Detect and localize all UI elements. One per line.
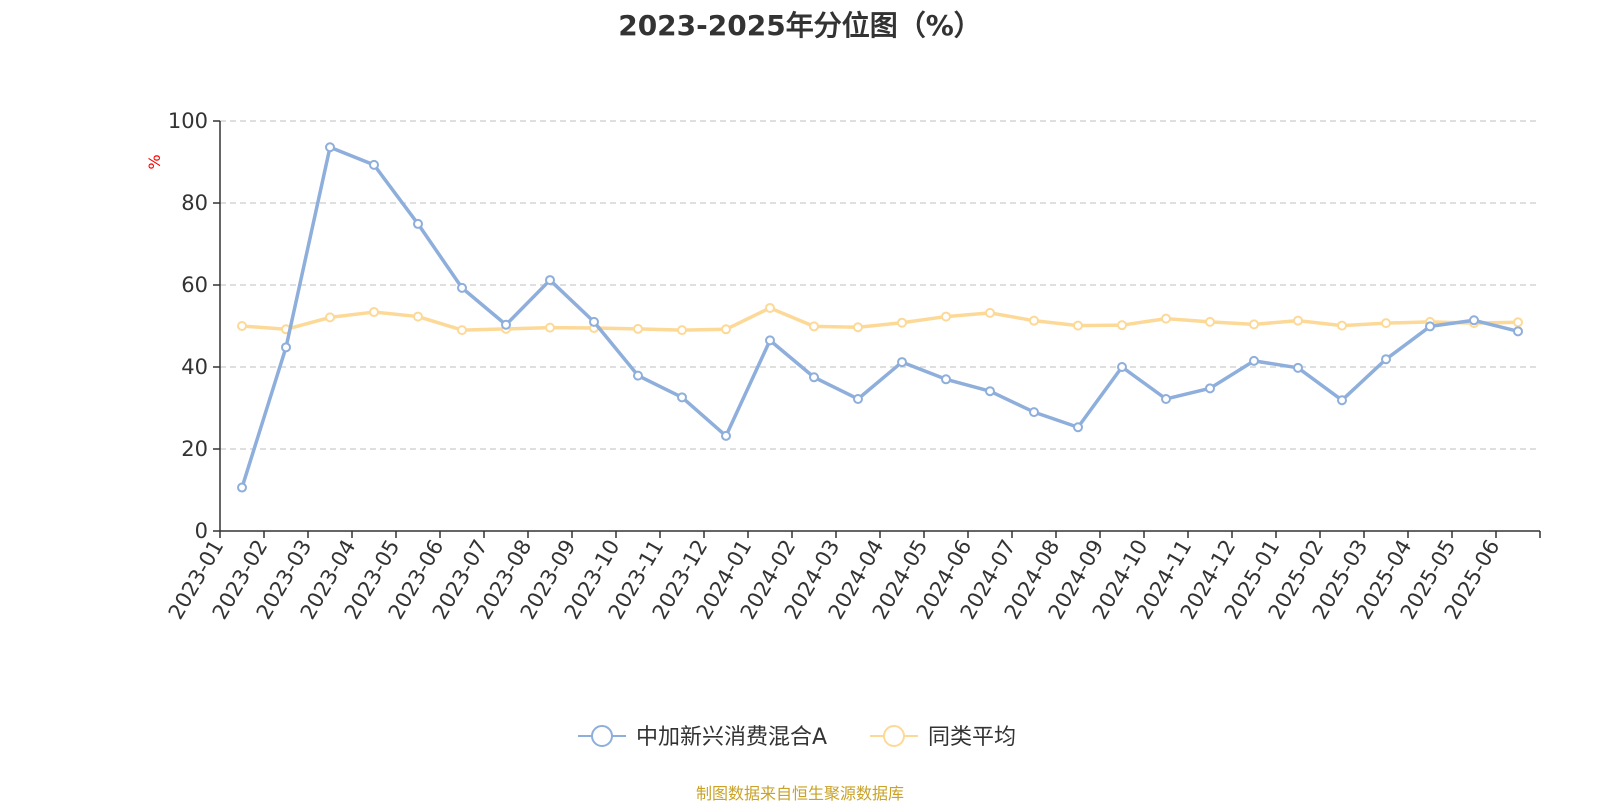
y-tick-label: 60: [181, 273, 208, 297]
series-line: [240, 145, 1519, 489]
source-note: 制图数据来自恒生聚源数据库: [695, 784, 904, 803]
data-point: [1425, 321, 1435, 332]
data-point: [985, 386, 995, 397]
data-point: [325, 312, 335, 323]
data-point: [853, 393, 863, 404]
y-tick-label: 0: [195, 519, 208, 543]
data-point: [1513, 317, 1523, 328]
data-point: [457, 282, 467, 293]
data-point: [941, 374, 951, 385]
data-point: [721, 324, 731, 335]
data-point: [1337, 395, 1347, 406]
data-point: [985, 307, 995, 318]
legend-marker: [883, 725, 905, 747]
data-point: [1073, 422, 1083, 433]
data-point: [457, 325, 467, 336]
legend-label: 同类平均: [928, 725, 1016, 750]
axis-layer: 0204060801002023-012023-022023-032023-04…: [164, 109, 1541, 623]
data-point: [237, 321, 247, 331]
data-point: [325, 142, 335, 153]
data-point: [413, 311, 423, 322]
data-point: [897, 317, 907, 328]
y-tick-label: 80: [181, 191, 208, 215]
legend-item-category-average[interactable]: 同类平均: [870, 725, 1016, 750]
data-point: [1029, 407, 1039, 418]
series-fund: [237, 142, 1523, 493]
data-point: [1469, 315, 1479, 326]
data-point: [633, 323, 643, 334]
y-unit-label: %: [145, 154, 164, 169]
data-point: [1117, 320, 1127, 331]
series-line: [241, 306, 1519, 332]
data-point: [1205, 316, 1215, 327]
data-point: [369, 307, 379, 318]
y-tick-label: 40: [181, 355, 208, 379]
data-point: [1073, 320, 1083, 331]
data-point: [1293, 362, 1303, 373]
data-point: [501, 319, 511, 330]
data-point: [1029, 315, 1039, 326]
data-point: [1161, 393, 1171, 404]
y-tick-label: 20: [181, 437, 208, 461]
data-point: [369, 159, 379, 170]
data-point: [1249, 319, 1259, 330]
legend-marker: [591, 725, 613, 747]
data-point: [941, 311, 951, 322]
chart-title: 2023-2025年分位图（%）: [618, 9, 982, 42]
data-point: [809, 321, 819, 332]
data-point: [765, 335, 775, 346]
data-point: [721, 430, 731, 441]
data-point: [633, 370, 643, 381]
data-point: [809, 372, 819, 383]
data-point: [281, 342, 291, 353]
data-point: [589, 316, 599, 327]
data-point: [545, 322, 555, 333]
data-point: [1249, 355, 1259, 366]
data-point: [1117, 362, 1127, 372]
data-point: [1337, 320, 1347, 331]
data-point: [1205, 383, 1215, 394]
series-layer: [237, 142, 1523, 493]
data-point: [897, 357, 907, 368]
data-point: [765, 302, 775, 313]
data-point: [853, 322, 863, 333]
data-point: [1161, 313, 1171, 324]
legend[interactable]: 中加新兴消费混合A 同类平均: [578, 725, 1016, 750]
data-point: [545, 275, 555, 286]
data-point: [237, 482, 247, 493]
series-category-average: [237, 302, 1523, 336]
data-point: [1513, 326, 1523, 337]
grid-layer: [220, 120, 1540, 450]
legend-item-fund[interactable]: 中加新兴消费混合A: [578, 725, 827, 750]
data-point: [1293, 315, 1303, 326]
data-point: [1381, 318, 1391, 329]
y-tick-label: 100: [168, 109, 208, 133]
data-point: [677, 392, 687, 403]
data-point: [413, 218, 423, 229]
data-point: [677, 325, 687, 336]
data-point: [1381, 354, 1391, 365]
legend-label: 中加新兴消费混合A: [636, 725, 827, 750]
